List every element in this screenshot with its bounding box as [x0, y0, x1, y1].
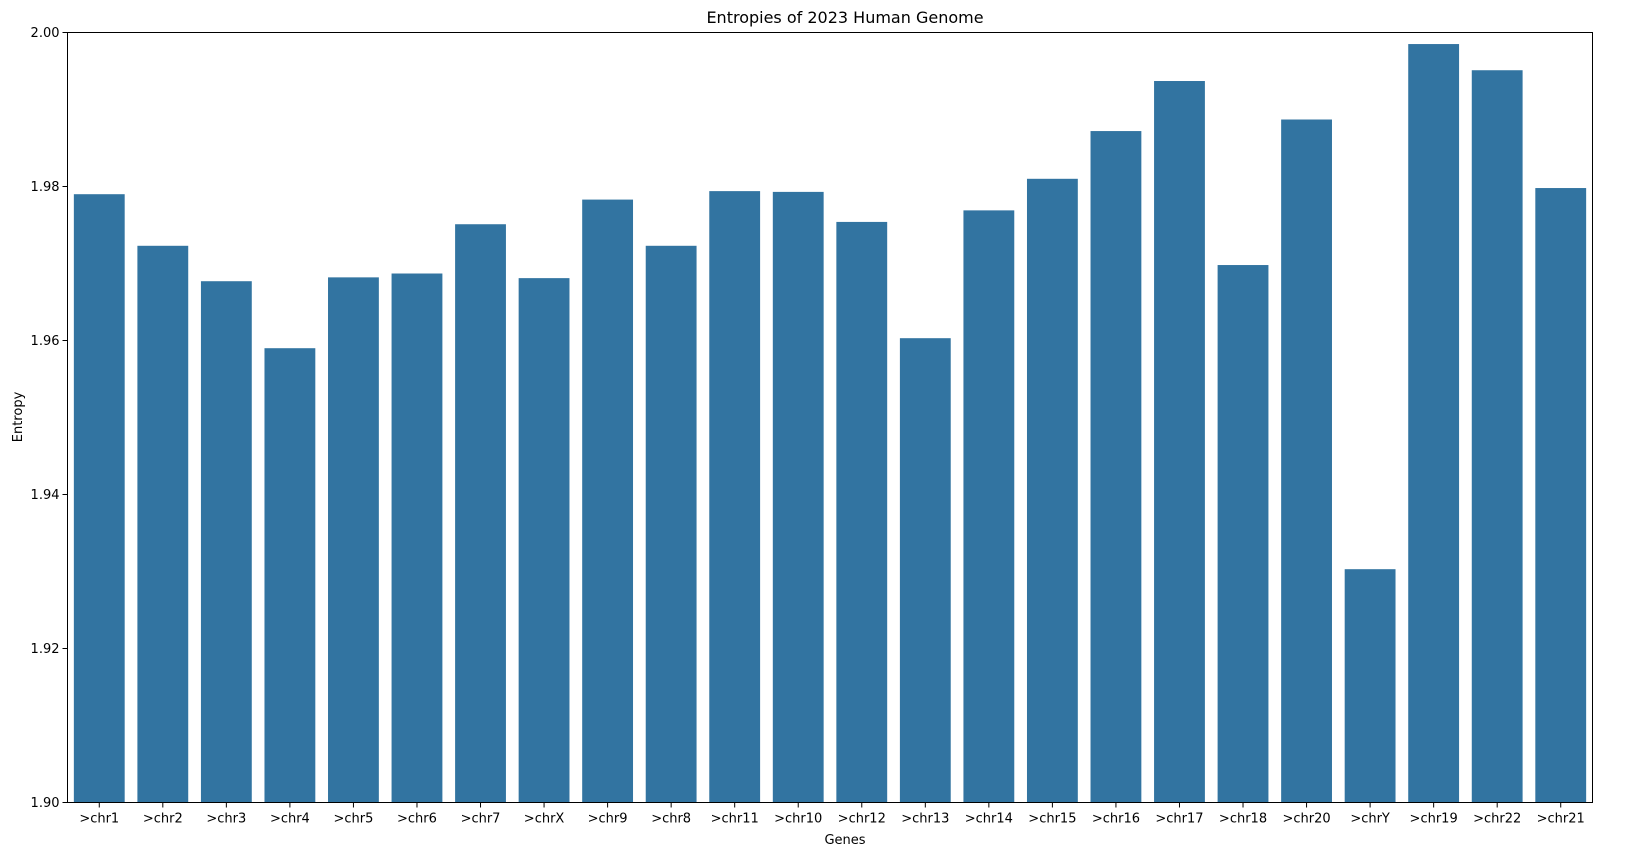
bar-chr7 — [455, 224, 506, 803]
bar-chr6 — [391, 273, 443, 803]
x-tick-label: >chr7 — [461, 812, 501, 827]
bar-chr11 — [709, 191, 761, 803]
x-tick-label: >chr14 — [965, 812, 1013, 827]
bar-chr20 — [1281, 119, 1332, 803]
bar-chrX — [518, 278, 570, 803]
bar-chr12 — [836, 221, 888, 803]
x-tick-label: >chr13 — [901, 812, 949, 827]
x-tick-label: >chr10 — [774, 812, 822, 827]
x-tick-label: >chr19 — [1410, 812, 1458, 827]
x-tick-label: >chr16 — [1092, 812, 1140, 827]
bar-chr22 — [1471, 70, 1523, 803]
bar-chr1 — [73, 194, 125, 803]
x-tick-label: >chr8 — [651, 812, 691, 827]
y-axis-label: Entropy — [11, 391, 26, 442]
bar-chr10 — [772, 191, 824, 803]
x-tick-label: >chr22 — [1473, 812, 1521, 827]
bar-chr3 — [200, 281, 252, 803]
x-tick-label: >chr11 — [711, 812, 759, 827]
chart-title: Entropies of 2023 Human Genome — [706, 8, 983, 27]
x-tick-label: >chr17 — [1155, 812, 1203, 827]
bar-chr2 — [137, 245, 189, 803]
x-tick-label: >chr1 — [79, 812, 119, 827]
bar-chr19 — [1408, 44, 1460, 803]
x-tick-label: >chr5 — [333, 812, 373, 827]
x-tick-label: >chr2 — [143, 812, 183, 827]
y-tick-label: 1.92 — [31, 642, 60, 657]
x-tick-label: >chr3 — [206, 812, 246, 827]
x-axis-ticks: >chr1 >chr2 >chr3 >chr4 >chr5 >chr6 >chr7 >chrX… — [79, 802, 1585, 827]
x-tick-label: >chr9 — [588, 812, 628, 827]
bar-chr15 — [1026, 178, 1078, 803]
y-tick-label: 2.00 — [31, 26, 60, 41]
x-tick-label: >chr21 — [1537, 812, 1585, 827]
y-tick-label: 1.94 — [31, 488, 60, 503]
bar-chr14 — [963, 210, 1015, 803]
y-axis-ticks: 1.90 1.92 1.94 1.96 1.98 2.00 — [31, 26, 68, 811]
y-tick-label: 1.96 — [31, 334, 60, 349]
bar-chr21 — [1535, 188, 1587, 803]
bar-chr16 — [1090, 131, 1142, 803]
x-tick-label: >chr18 — [1219, 812, 1267, 827]
bar-chrY — [1344, 569, 1396, 803]
bar-chr9 — [582, 199, 634, 803]
bar-chr5 — [328, 277, 379, 803]
plot-frame — [67, 32, 1593, 803]
x-tick-label: >chrX — [524, 812, 565, 827]
x-tick-label: >chr6 — [397, 812, 437, 827]
bar-chr17 — [1154, 81, 1205, 803]
y-tick-label: 1.98 — [31, 180, 60, 195]
x-tick-label: >chr4 — [270, 812, 310, 827]
x-tick-label: >chr20 — [1282, 812, 1330, 827]
bar-chr4 — [264, 348, 316, 803]
y-tick-label: 1.90 — [31, 796, 60, 811]
bars-group — [73, 44, 1587, 803]
bar-chr13 — [899, 338, 951, 803]
x-tick-label: >chr12 — [838, 812, 886, 827]
bar-chr18 — [1217, 265, 1269, 803]
bar-chr8 — [645, 245, 697, 803]
x-tick-label: >chr15 — [1028, 812, 1076, 827]
x-axis-label: Genes — [824, 833, 865, 848]
x-tick-label: >chrY — [1350, 812, 1390, 827]
